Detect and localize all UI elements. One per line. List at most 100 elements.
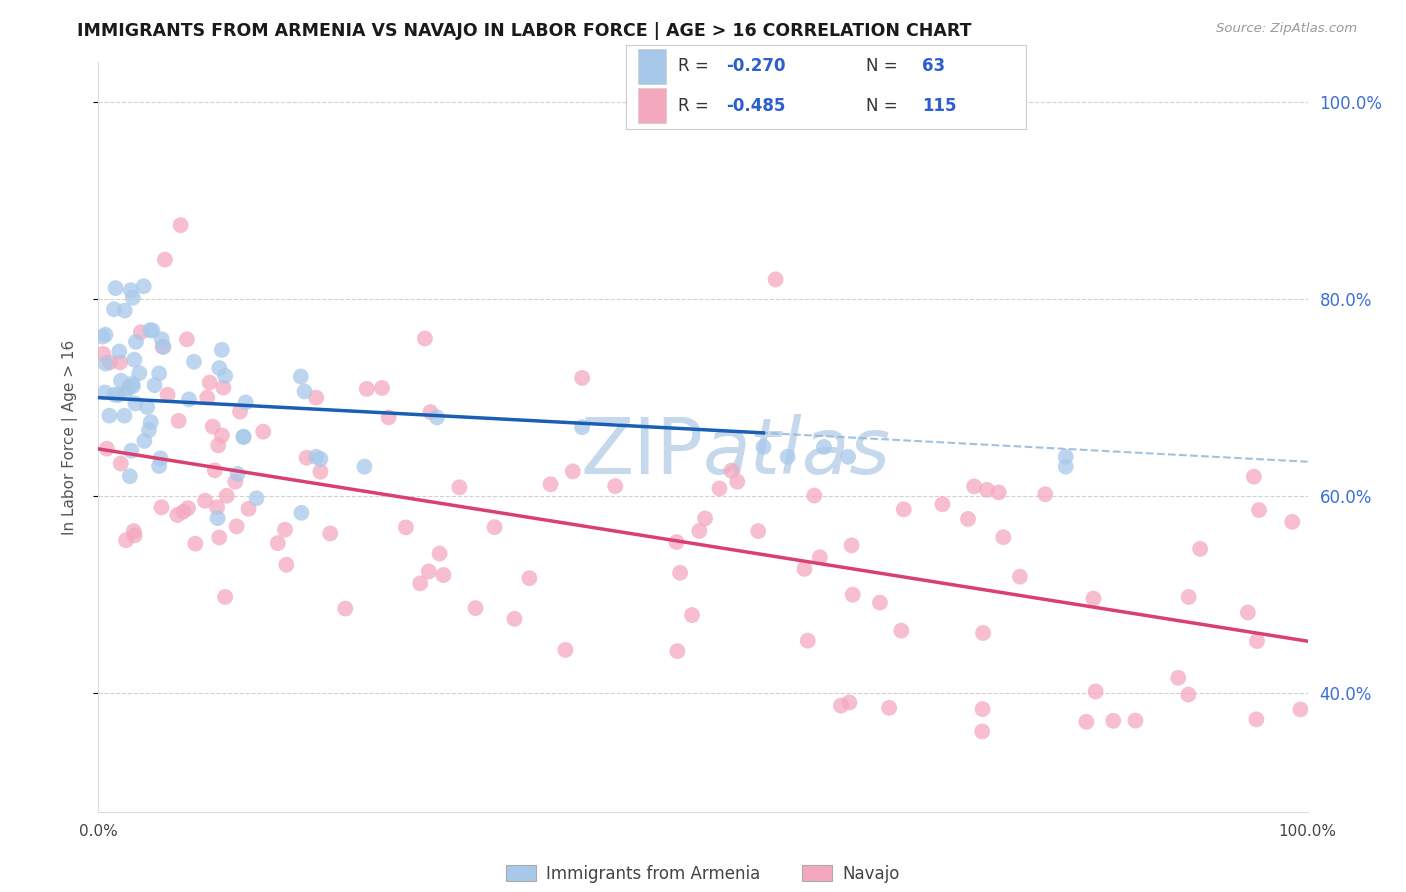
Point <box>319 526 342 541</box>
Point <box>232 430 254 444</box>
Point <box>554 643 576 657</box>
Point <box>149 451 172 466</box>
Point <box>211 428 233 442</box>
Point <box>169 218 191 232</box>
Point <box>681 608 703 623</box>
Point <box>204 463 226 477</box>
Point <box>96 442 118 456</box>
Point <box>841 588 863 602</box>
Point <box>1246 712 1268 726</box>
Point <box>1237 606 1260 620</box>
Point <box>177 392 200 407</box>
Point <box>195 391 218 405</box>
Point <box>139 415 162 429</box>
Point <box>1243 469 1265 483</box>
Point <box>91 347 114 361</box>
Point <box>177 501 200 516</box>
Point <box>335 601 357 615</box>
Point <box>114 386 136 401</box>
Point <box>121 376 143 391</box>
Point <box>108 344 131 359</box>
Point <box>252 425 274 439</box>
Point <box>309 465 332 479</box>
Point <box>94 385 117 400</box>
Point <box>98 355 121 369</box>
Point <box>1247 503 1270 517</box>
Point <box>693 511 716 525</box>
Point <box>98 409 121 423</box>
Point <box>166 508 188 522</box>
Point <box>91 329 114 343</box>
Bar <box>638 87 666 123</box>
Point <box>305 391 328 405</box>
Point <box>176 332 198 346</box>
Point <box>796 633 818 648</box>
Text: R =: R = <box>678 57 714 75</box>
Point <box>226 467 249 481</box>
Point <box>138 423 160 437</box>
Point <box>803 489 825 503</box>
Point <box>143 378 166 392</box>
Point <box>418 565 440 579</box>
Point <box>931 497 953 511</box>
Point <box>725 475 748 489</box>
Point <box>238 501 260 516</box>
Point <box>419 405 441 419</box>
Point <box>267 536 290 550</box>
Point <box>1083 591 1105 606</box>
Point <box>172 505 194 519</box>
Point <box>993 530 1015 544</box>
Point <box>107 388 129 402</box>
Point <box>1167 671 1189 685</box>
Point <box>837 450 859 464</box>
Point <box>211 343 233 357</box>
Point <box>869 595 891 609</box>
Point <box>972 626 994 640</box>
Point <box>1084 684 1107 698</box>
Point <box>503 612 526 626</box>
Point <box>309 451 332 466</box>
Text: IMMIGRANTS FROM ARMENIA VS NAVAJO IN LABOR FORCE | AGE > 16 CORRELATION CHART: IMMIGRANTS FROM ARMENIA VS NAVAJO IN LAB… <box>77 22 972 40</box>
Point <box>134 434 156 448</box>
Point <box>893 502 915 516</box>
Text: ZIP: ZIP <box>581 414 703 490</box>
Text: atlas: atlas <box>703 414 891 490</box>
Point <box>201 419 224 434</box>
Point <box>129 325 152 339</box>
Point <box>1177 590 1199 604</box>
Point <box>371 381 394 395</box>
Point <box>890 624 912 638</box>
Point <box>540 477 562 491</box>
Point <box>1076 714 1098 729</box>
Text: N =: N = <box>866 57 903 75</box>
Point <box>152 340 174 354</box>
Point <box>225 519 247 533</box>
Point <box>484 520 506 534</box>
Point <box>224 475 246 489</box>
Point <box>976 483 998 497</box>
Point <box>1281 515 1303 529</box>
Point <box>94 357 117 371</box>
Point <box>148 367 170 381</box>
Point <box>103 302 125 317</box>
Point <box>103 387 125 401</box>
Text: N =: N = <box>866 97 903 115</box>
Point <box>115 533 138 548</box>
Point <box>152 340 174 354</box>
Point <box>125 334 148 349</box>
Point <box>136 400 159 414</box>
Point <box>1054 450 1077 464</box>
Point <box>1177 688 1199 702</box>
Point <box>426 410 449 425</box>
Point <box>198 376 221 390</box>
Legend: Immigrants from Armenia, Navajo: Immigrants from Armenia, Navajo <box>499 858 907 889</box>
Point <box>229 405 252 419</box>
Point <box>235 395 257 409</box>
Point <box>148 458 170 473</box>
Point <box>214 590 236 604</box>
Point <box>808 550 831 565</box>
Point <box>1189 541 1212 556</box>
Point <box>747 524 769 538</box>
Point <box>1008 569 1031 583</box>
Point <box>356 382 378 396</box>
